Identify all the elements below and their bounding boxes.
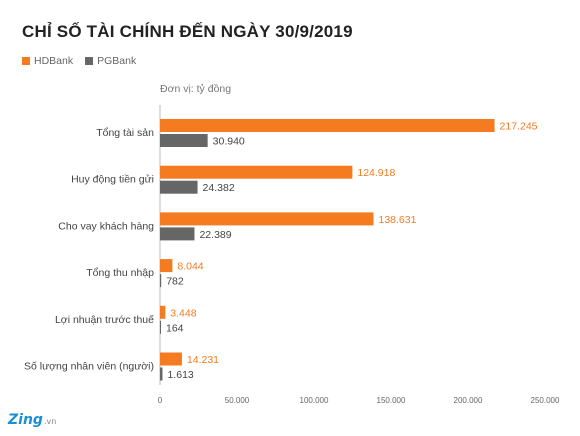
data-label-pgbank: 164: [166, 322, 184, 334]
category-label: Lợi nhuận trước thuế: [55, 314, 154, 326]
bar-pgbank: [160, 180, 198, 194]
bar-pgbank: [160, 134, 208, 147]
category-label: Huy động tiền gửi: [71, 174, 154, 186]
bar-pgbank: [160, 320, 161, 334]
legend-label-pgbank: PGBank: [97, 55, 137, 67]
brand-logo: Zing .vn: [8, 412, 56, 428]
unit-label: Đơn vị: tỷ đồng: [160, 83, 232, 95]
data-label-pgbank: 30.940: [213, 136, 245, 148]
chart-title: CHỈ SỐ TÀI CHÍNH ĐẾN NGÀY 30/9/2019: [22, 22, 353, 41]
data-label-hdbank: 138.631: [378, 214, 416, 226]
data-label-hdbank: 14.231: [187, 354, 219, 366]
x-tick-label: 150.000: [377, 396, 406, 405]
category-label: Cho vay khách hàng: [58, 220, 154, 232]
legend-item-pgbank: PGBank: [85, 55, 136, 67]
data-label-hdbank: 124.918: [357, 167, 395, 179]
x-tick-label: 200.000: [454, 396, 483, 405]
bar-hdbank: [160, 165, 353, 179]
category-label: Tổng tài sản: [96, 127, 154, 139]
bar-pgbank: [160, 227, 195, 241]
brand-logo-main: Zing: [8, 412, 43, 428]
data-label-hdbank: 3.448: [170, 307, 196, 319]
brand-logo-suffix: .vn: [43, 417, 57, 426]
bar-hdbank: [160, 212, 374, 226]
x-tick-label: 0: [158, 396, 163, 405]
bar-hdbank: [160, 259, 173, 273]
data-label-pgbank: 1.613: [167, 369, 193, 381]
category-label: Số lượng nhân viên (người): [24, 361, 154, 373]
data-label-hdbank: 8.044: [177, 261, 203, 273]
legend-swatch-pgbank: [85, 57, 94, 65]
x-tick-label: 50.000: [225, 396, 250, 405]
legend-swatch-hdbank: [22, 57, 30, 65]
bar-pgbank: [160, 367, 163, 381]
legend-label-hdbank: HDBank: [34, 55, 74, 67]
bar-hdbank: [160, 119, 495, 132]
legend-item-hdbank: HDBank: [22, 55, 73, 67]
x-tick-label: 100.000: [300, 396, 329, 405]
data-label-pgbank: 24.382: [203, 182, 235, 194]
bar-pgbank: [160, 274, 162, 288]
bar-hdbank: [160, 305, 166, 319]
data-label-hdbank: 217.245: [500, 121, 538, 133]
data-label-pgbank: 22.389: [199, 229, 231, 241]
category-label: Tổng thu nhập: [86, 267, 154, 279]
x-tick-label: 250.000: [531, 396, 560, 405]
chart-legend: HDBank PGBank: [22, 55, 136, 67]
bar-hdbank: [160, 352, 182, 366]
data-label-pgbank: 782: [166, 276, 184, 288]
